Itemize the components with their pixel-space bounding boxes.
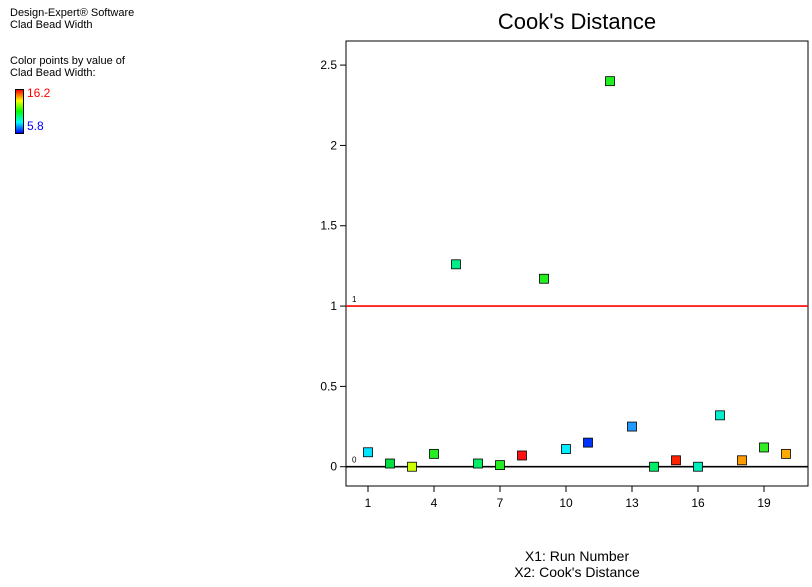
data-point <box>561 444 571 454</box>
x-tick-label: 4 <box>431 496 438 510</box>
data-point <box>715 410 725 421</box>
x-tick-label: 19 <box>757 496 771 510</box>
data-point <box>671 455 681 466</box>
y-tick-label: 0 <box>330 460 337 474</box>
data-point <box>627 421 637 432</box>
data-point <box>605 76 615 87</box>
x-tick-label: 10 <box>559 496 573 510</box>
x-tick-label: 1 <box>365 496 372 510</box>
x-tick-label: 7 <box>497 496 504 510</box>
color-legend: Color points by value of Clad Bead Width… <box>10 55 125 134</box>
y-tick-label: 2 <box>330 138 337 152</box>
software-name: Design-Expert® Software <box>10 7 135 19</box>
color-gradient-bar <box>15 89 24 134</box>
data-point <box>649 461 659 472</box>
x-axis-title-line2: X2: Cook's Distance <box>514 564 640 580</box>
legend-max-value: 16.2 <box>27 86 51 100</box>
data-point <box>539 273 549 284</box>
reference-lines: 10 <box>346 295 808 468</box>
data-points <box>363 76 791 472</box>
data-point <box>737 455 747 466</box>
data-point <box>451 259 461 270</box>
chart-title: Cook's Distance <box>498 9 656 34</box>
data-point <box>693 461 703 472</box>
y-tick-label: 2.5 <box>320 58 337 72</box>
y-tick-label: 1.5 <box>320 219 337 233</box>
legend-min-value: 5.8 <box>27 119 44 133</box>
y-tick-label: 0.5 <box>320 379 337 393</box>
axes: 00.511.522.51 4 7 10 13 16 19 <box>320 40 809 510</box>
data-point <box>407 461 417 472</box>
x-tick-label: 13 <box>625 496 639 510</box>
reference-line-label: 0 <box>352 456 357 465</box>
data-point <box>363 447 373 458</box>
x-axis-title-line1: X1: Run Number <box>525 548 630 564</box>
data-point <box>473 458 483 469</box>
data-point <box>781 448 791 459</box>
data-point <box>583 437 593 448</box>
legend-heading-line2: Clad Bead Width: <box>10 67 96 79</box>
legend-heading-line1: Color points by value of <box>10 55 125 67</box>
software-info: Design-Expert® Software Clad Bead Width <box>10 7 134 31</box>
data-point <box>385 458 395 469</box>
reference-line-label: 1 <box>352 295 357 304</box>
data-point <box>517 450 527 461</box>
y-tick-label: 1 <box>330 299 337 313</box>
x-tick-label: 16 <box>691 496 705 510</box>
data-point <box>759 442 769 453</box>
plot-frame <box>345 40 809 487</box>
data-point <box>429 448 439 459</box>
response-name: Clad Bead Width <box>10 19 93 31</box>
data-point <box>495 460 505 471</box>
